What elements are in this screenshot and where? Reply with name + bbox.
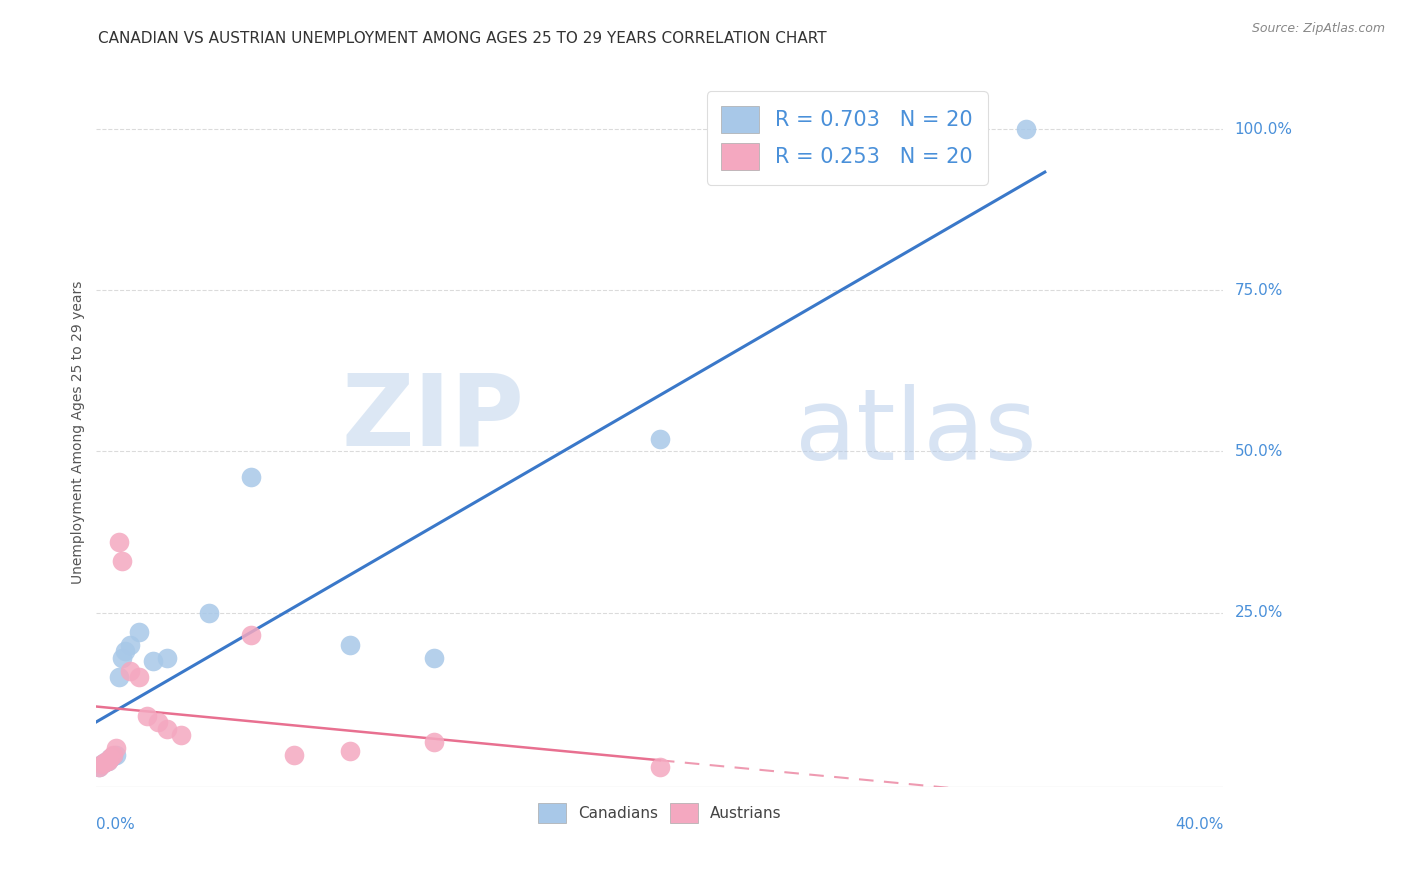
Point xyxy=(198,606,221,620)
Text: 40.0%: 40.0% xyxy=(1175,817,1223,832)
Point xyxy=(97,754,120,768)
Point xyxy=(120,664,142,678)
Point xyxy=(240,628,263,642)
Point xyxy=(100,751,122,765)
Text: ZIP: ZIP xyxy=(342,369,524,467)
Point xyxy=(148,715,170,730)
Point xyxy=(114,644,136,658)
Point xyxy=(423,735,446,749)
Point xyxy=(89,760,111,774)
Point xyxy=(108,534,131,549)
Point xyxy=(91,757,114,772)
Point xyxy=(128,670,150,684)
Text: 0.0%: 0.0% xyxy=(97,817,135,832)
Point xyxy=(105,747,128,762)
Point xyxy=(170,728,193,742)
Point xyxy=(283,747,305,762)
Point xyxy=(89,760,111,774)
Text: 75.0%: 75.0% xyxy=(1234,283,1282,298)
Point xyxy=(111,651,134,665)
Text: 25.0%: 25.0% xyxy=(1234,605,1282,620)
Text: 100.0%: 100.0% xyxy=(1234,121,1292,136)
Point xyxy=(156,722,179,736)
Text: 50.0%: 50.0% xyxy=(1234,444,1282,459)
Point xyxy=(108,670,131,684)
Point xyxy=(103,748,125,763)
Point xyxy=(648,760,671,774)
Point xyxy=(1015,122,1038,136)
Point xyxy=(94,756,117,770)
Point xyxy=(128,625,150,640)
Point xyxy=(423,651,446,665)
Point xyxy=(103,747,125,762)
Text: Source: ZipAtlas.com: Source: ZipAtlas.com xyxy=(1251,22,1385,36)
Point xyxy=(339,744,361,758)
Point xyxy=(100,751,122,765)
Y-axis label: Unemployment Among Ages 25 to 29 years: Unemployment Among Ages 25 to 29 years xyxy=(72,280,86,584)
Point xyxy=(91,757,114,772)
Point xyxy=(156,651,179,665)
Point xyxy=(142,654,165,668)
Point xyxy=(136,709,159,723)
Point xyxy=(94,756,117,770)
Point xyxy=(240,470,263,484)
Point xyxy=(339,638,361,652)
Point xyxy=(111,554,134,568)
Text: CANADIAN VS AUSTRIAN UNEMPLOYMENT AMONG AGES 25 TO 29 YEARS CORRELATION CHART: CANADIAN VS AUSTRIAN UNEMPLOYMENT AMONG … xyxy=(98,31,827,46)
Point xyxy=(648,432,671,446)
Point xyxy=(120,638,142,652)
Point xyxy=(105,741,128,756)
Text: atlas: atlas xyxy=(796,384,1036,481)
Point xyxy=(97,754,120,768)
Legend: Canadians, Austrians: Canadians, Austrians xyxy=(531,797,787,829)
